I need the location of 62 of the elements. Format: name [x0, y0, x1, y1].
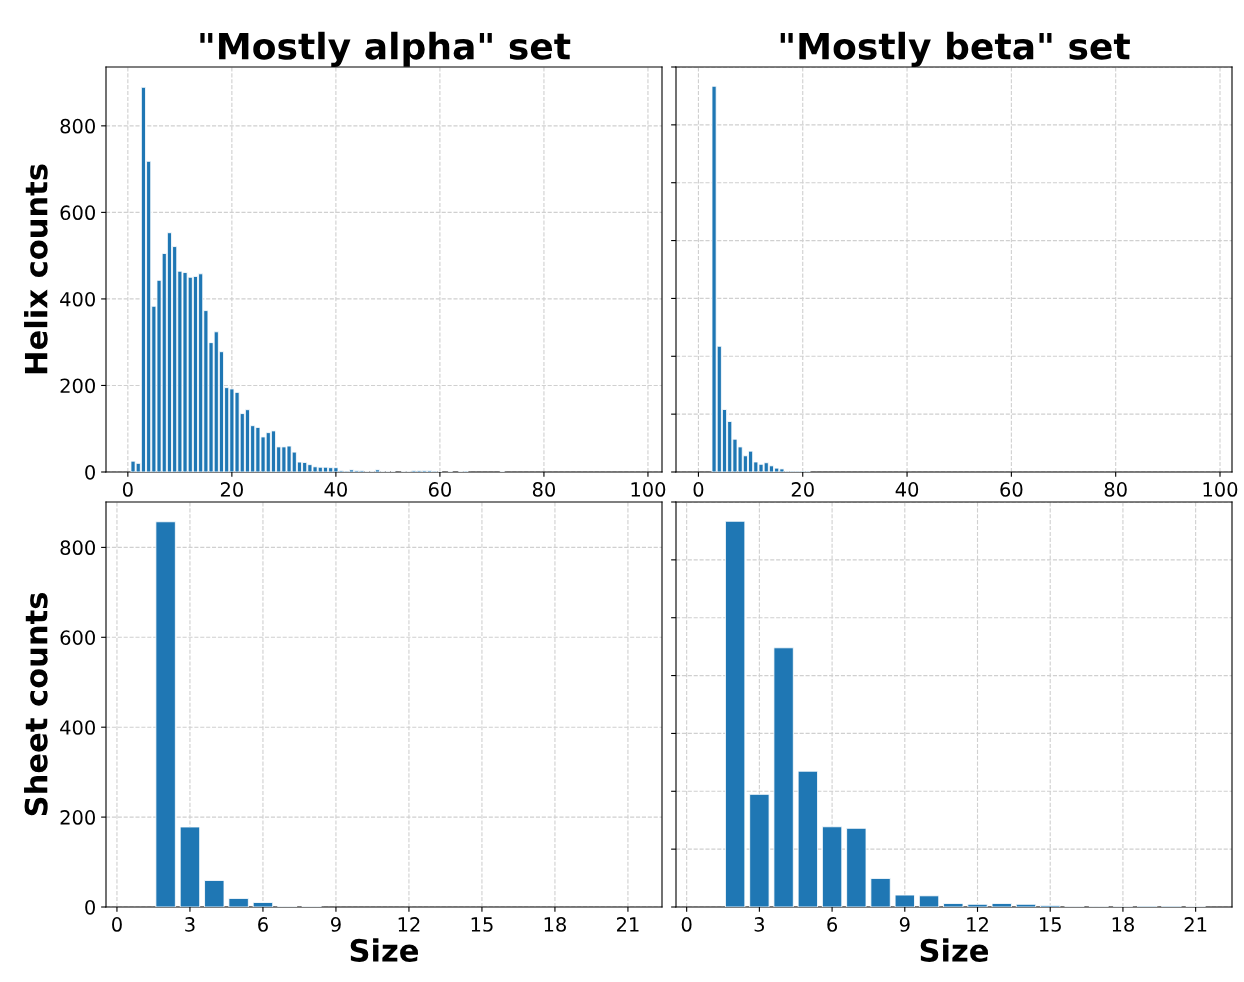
bar	[228, 898, 249, 907]
y-tick-label: 600	[60, 205, 95, 221]
x-tick-label: 18	[544, 917, 566, 932]
x-tick-label: 100	[1203, 482, 1238, 497]
x-tick-label: 20	[791, 482, 814, 497]
y-tick-label: 400	[60, 720, 95, 735]
y-tick-label: 800	[60, 118, 95, 134]
bar	[252, 902, 274, 907]
x-tick-label: 12	[398, 917, 420, 932]
bar	[179, 826, 201, 907]
x-tick-label: 40	[324, 482, 347, 497]
x-tick-label: 80	[1104, 482, 1127, 497]
bar	[797, 770, 818, 907]
x-tick-label: 60	[1000, 482, 1023, 497]
y-tick-label: 0	[85, 464, 95, 480]
bar	[943, 903, 964, 907]
x-axis-title: Size	[350, 938, 419, 962]
x-tick-label: 80	[532, 482, 556, 497]
x-tick-label: 60	[428, 482, 451, 497]
bar	[725, 520, 746, 907]
bar	[204, 880, 225, 907]
chart-title: "Mostly alpha" set	[200, 31, 571, 67]
y-tick-label: 400	[60, 291, 95, 307]
bar	[846, 827, 867, 907]
x-tick-label: 0	[681, 917, 692, 932]
y-tick-label: 600	[60, 630, 95, 645]
y-tick-label: 800	[60, 540, 95, 556]
y-axis-title: Sheet counts	[24, 593, 48, 816]
x-tick-label: 21	[1184, 917, 1207, 932]
bar	[749, 793, 770, 907]
bar	[155, 521, 176, 907]
y-tick-label: 200	[60, 378, 95, 394]
x-tick-label: 20	[220, 482, 243, 497]
bar	[870, 878, 891, 907]
x-tick-label: 6	[258, 917, 268, 932]
x-tick-label: 3	[185, 917, 195, 932]
x-tick-label: 40	[895, 482, 919, 497]
x-axis-title: Size	[920, 938, 989, 962]
bar	[773, 647, 794, 907]
x-tick-label: 9	[899, 917, 910, 932]
y-tick-label: 200	[60, 810, 95, 825]
bar	[918, 895, 940, 907]
x-tick-label: 12	[967, 917, 988, 932]
x-tick-label: 0	[112, 917, 122, 932]
x-tick-label: 15	[471, 917, 493, 932]
y-tick-label: 0	[85, 899, 95, 915]
bar	[894, 894, 915, 907]
x-tick-label: 9	[330, 917, 341, 932]
x-tick-label: 0	[693, 482, 704, 497]
x-tick-label: 21	[616, 917, 639, 932]
y-axis-title: Helix counts	[24, 164, 48, 374]
x-tick-label: 18	[1112, 917, 1134, 932]
bar	[967, 903, 988, 907]
bar	[991, 903, 1012, 907]
x-tick-label: 15	[1039, 917, 1061, 932]
chart-title: "Mostly beta" set	[780, 31, 1130, 67]
x-tick-label: 100	[631, 482, 666, 497]
x-tick-label: 3	[754, 917, 764, 932]
bar	[1015, 903, 1037, 907]
x-tick-label: 6	[827, 917, 838, 932]
bar	[821, 826, 843, 907]
x-tick-label: 0	[122, 482, 133, 497]
